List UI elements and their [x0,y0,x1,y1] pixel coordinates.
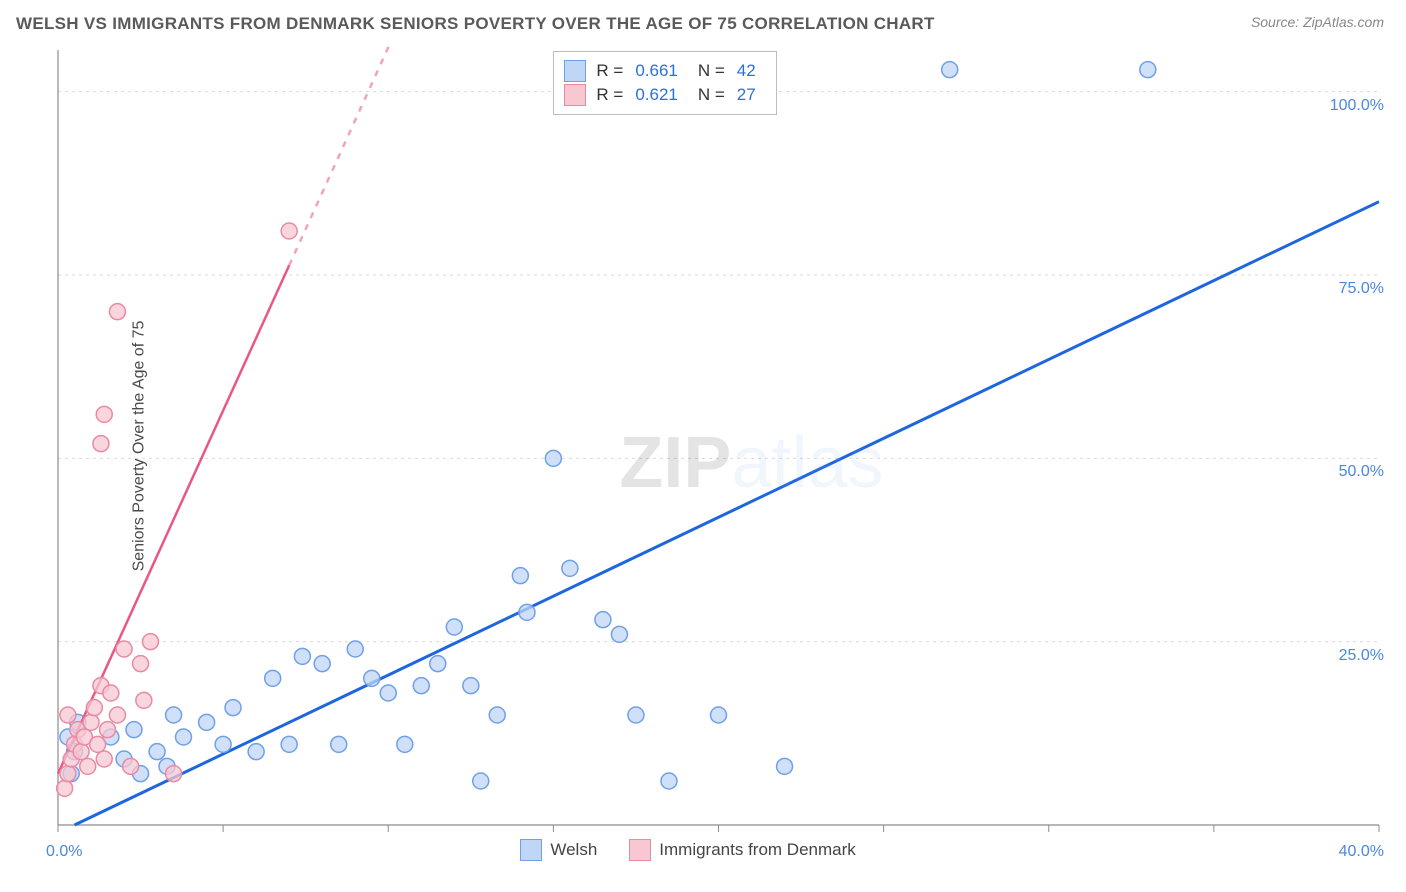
legend-series-label: Welsh [550,840,597,860]
legend-n-value: 27 [737,85,756,105]
x-tick-label: 40.0% [1339,843,1384,861]
legend-n-value: 42 [737,61,756,81]
y-tick-label: 25.0% [1339,647,1384,665]
legend-swatch [629,839,651,861]
chart-title: WELSH VS IMMIGRANTS FROM DENMARK SENIORS… [16,14,935,34]
legend-r-label: R = [596,85,623,105]
legend-r-value: 0.661 [635,61,678,81]
legend-stats-box: R = 0.661 N = 42 R = 0.621 N = 27 [553,51,776,115]
x-tick-label: 0.0% [46,843,82,861]
legend-series-item: Immigrants from Denmark [629,839,855,861]
legend-series-label: Immigrants from Denmark [659,840,855,860]
y-tick-label: 50.0% [1339,463,1384,481]
legend-stats-row: R = 0.621 N = 27 [564,84,765,106]
legend-swatch [564,84,586,106]
legend-swatch [564,60,586,82]
legend-swatch [520,839,542,861]
legend-n-label: N = [698,61,725,81]
legend-series: Welsh Immigrants from Denmark [520,839,877,861]
source-label: Source: ZipAtlas.com [1251,14,1384,30]
y-tick-label: 75.0% [1339,280,1384,298]
legend-n-label: N = [698,85,725,105]
legend-series-item: Welsh [520,839,597,861]
y-tick-label: 100.0% [1330,97,1384,115]
legend-stats-row: R = 0.661 N = 42 [564,60,765,82]
chart-container: WELSH VS IMMIGRANTS FROM DENMARK SENIORS… [0,0,1406,892]
legend-r-value: 0.621 [635,85,678,105]
scatter-plot-svg [56,45,1381,845]
plot-area [56,45,1381,845]
legend-r-label: R = [596,61,623,81]
